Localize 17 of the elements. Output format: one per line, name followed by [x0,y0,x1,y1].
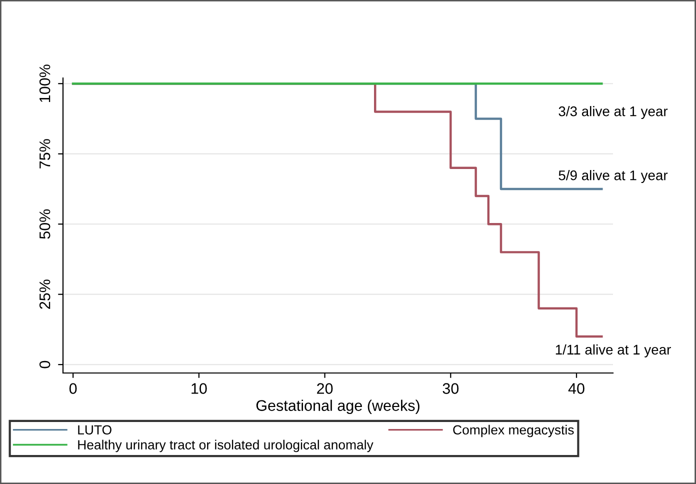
annotation: 5/9 alive at 1 year [558,170,668,184]
y-tick-label: 25% [39,280,50,309]
annotation: 1/11 alive at 1 year [556,344,671,358]
x-tick-label: 20 [317,383,333,394]
y-tick-label: 100% [39,64,50,102]
y-tick-label: 0 [39,360,50,368]
y-tick-label: 50% [39,209,50,239]
x-axis-title: Gestational age (weeks) [256,400,420,414]
x-tick-label: 10 [192,383,207,394]
x-tick-label: 0 [69,383,77,394]
legend-label: LUTO [78,425,112,435]
legend-label: Complex megacystis [453,424,574,438]
annotation: 3/3 alive at 1 year [558,106,668,119]
x-tick-label: 40 [568,383,584,394]
legend-label: Healthy urinary tract or isolated urological anomaly [78,440,374,452]
y-tick-label: 75% [40,139,50,168]
x-tick-label: 30 [442,383,459,394]
